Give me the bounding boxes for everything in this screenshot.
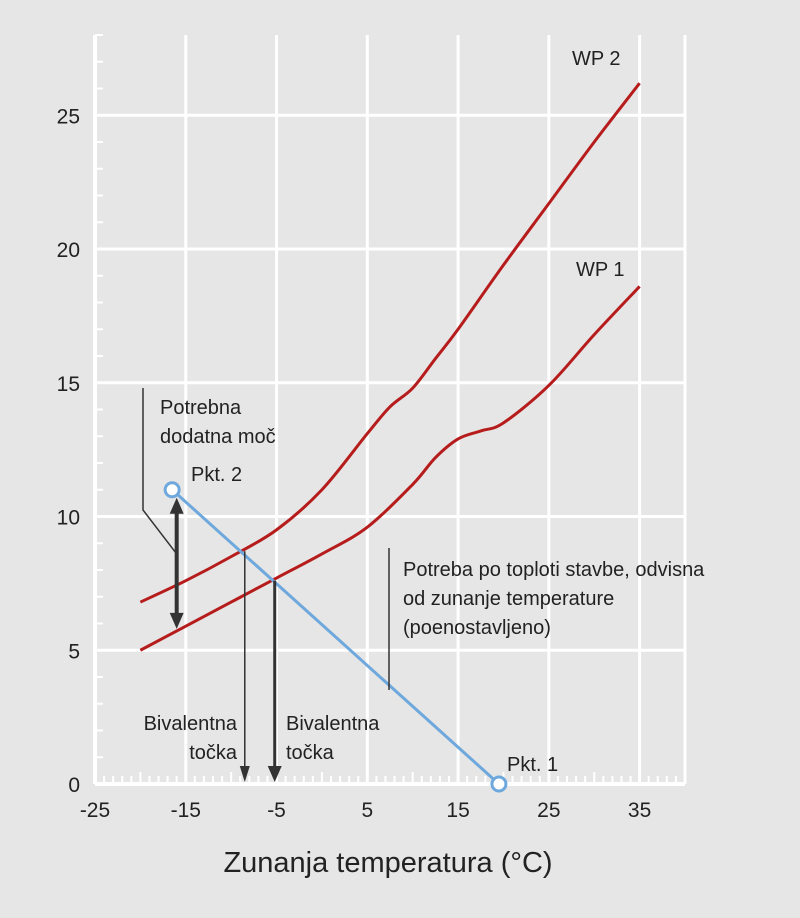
additional-power-arrowhead-down	[169, 612, 184, 629]
x-tick-label: 35	[628, 799, 651, 822]
x-tick-label: 5	[361, 799, 373, 822]
series-wp2-line	[139, 82, 641, 604]
series	[139, 82, 641, 793]
annotations	[142, 388, 390, 782]
demand-annotation-line2: od zunanje temperature	[403, 588, 614, 610]
x-tick-label: 25	[537, 799, 560, 822]
point-marker-pkt1	[490, 775, 508, 793]
bivalent-label-2-line1: Bivalentna	[286, 713, 380, 735]
bivalent-label-1-line2: točka	[189, 742, 238, 764]
additional-power-label-line1: Potrebna	[160, 397, 242, 419]
bivalent-arrowhead-1	[239, 766, 250, 782]
additional-power-label-line2: dodatna moč	[160, 426, 276, 448]
point-label-pkt2: Pkt. 2	[191, 464, 242, 486]
y-tick-label: 20	[57, 239, 80, 262]
grid	[93, 35, 687, 784]
x-axis-title: Zunanja temperatura (°C)	[223, 847, 552, 879]
y-tick-label: 10	[57, 507, 80, 530]
series-wp1-line	[139, 285, 641, 652]
x-tick-label: -15	[171, 799, 201, 822]
point-marker-pkt2	[163, 481, 181, 499]
bivalent-label-1-line1: Bivalentna	[144, 713, 238, 735]
point-label-pkt1: Pkt. 1	[507, 754, 558, 776]
y-tick-label: 15	[57, 373, 80, 396]
x-tick-label: -25	[80, 799, 110, 822]
demand-annotation-line1: Potreba po toploti stavbe, odvisna	[403, 559, 705, 581]
demand-annotation-line3: (poenostavljeno)	[403, 617, 551, 639]
bivalent-label-2-line2: točka	[286, 742, 335, 764]
y-tick-label: 25	[57, 105, 80, 128]
y-tick-label: 5	[68, 640, 80, 663]
series-label-wp2: WP 2	[572, 48, 621, 70]
tick-labels: -25 -15 -5 5 15 25 35 0 5 10 15 20 25	[57, 105, 652, 822]
additional-power-arrowhead-up	[169, 497, 184, 514]
x-tick-label: -5	[267, 799, 286, 822]
x-tick-label: 15	[446, 799, 469, 822]
series-demand-line	[171, 488, 500, 786]
y-tick-label: 0	[68, 774, 80, 797]
additional-power-leader	[142, 388, 178, 555]
bivalent-arrowhead-2	[267, 766, 282, 782]
series-label-wp1: WP 1	[576, 259, 625, 281]
